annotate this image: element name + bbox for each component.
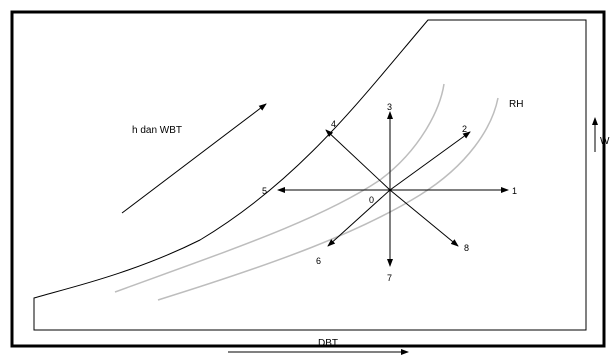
direction-label-8: 8: [464, 243, 469, 253]
enthalpy-wbt-label: h dan WBT: [132, 125, 182, 136]
direction-label-4: 4: [331, 119, 336, 129]
process-arrow-8: [389, 189, 459, 247]
rh-curve-lower: [157, 97, 499, 301]
rh-curve-upper: [114, 83, 445, 293]
rh-label: RH: [509, 99, 523, 110]
chart-boundary: [33, 19, 587, 331]
dbt-label: DBT: [318, 338, 338, 349]
w-label: W: [600, 136, 610, 147]
enthalpy-direction-arrow: [121, 103, 267, 214]
process-arrow-2: [389, 131, 471, 191]
process-arrows: [277, 111, 509, 267]
direction-label-5: 5: [262, 186, 267, 196]
direction-label-3: 3: [387, 102, 392, 112]
outer-frame: [10, 10, 606, 348]
origin-label: 0: [369, 195, 374, 205]
direction-label-2: 2: [462, 124, 467, 134]
process-arrow-4: [325, 129, 391, 191]
direction-label-1: 1: [512, 186, 517, 196]
direction-label-7: 7: [387, 273, 392, 283]
direction-label-6: 6: [316, 256, 321, 266]
process-arrow-6: [327, 189, 391, 247]
